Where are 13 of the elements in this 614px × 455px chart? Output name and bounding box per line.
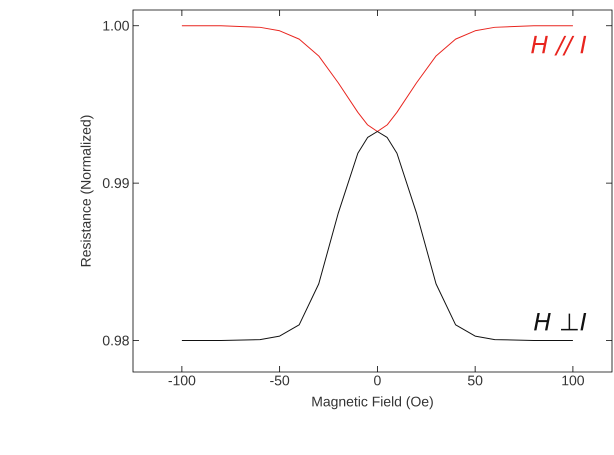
y-tick-label: 0.99 (102, 178, 129, 188)
line-series (181, 25, 574, 132)
series-label: H // I (531, 36, 586, 56)
y-axis-title: Resistance (Normalized) (80, 116, 94, 266)
x-tick-label: -50 (270, 376, 290, 386)
x-tick-label: 0 (374, 376, 381, 386)
x-tick-label: 100 (562, 376, 584, 386)
y-tick-label: 1.00 (103, 20, 129, 31)
x-tick-label: 50 (468, 376, 482, 386)
x-tick-label: -100 (168, 376, 196, 386)
y-tick-label: 0.98 (102, 336, 129, 346)
series-label: H ⊥I (534, 312, 586, 330)
x-axis-title: Magnetic Field (Oe) (312, 396, 433, 410)
